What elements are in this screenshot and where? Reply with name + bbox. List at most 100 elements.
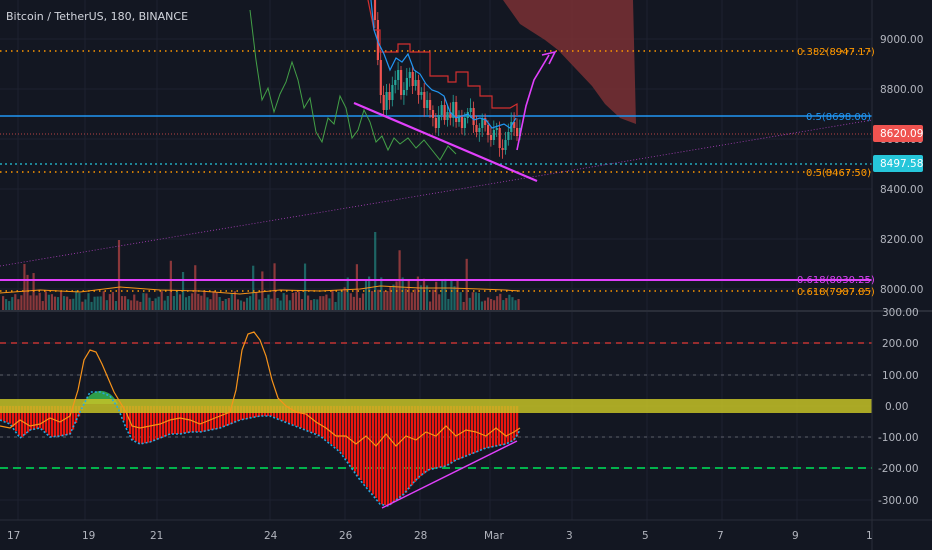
volume-bar [142,293,145,310]
candle [437,115,440,128]
volume-bar [380,277,383,310]
histogram-bar [444,406,447,467]
histogram-bar [33,406,36,430]
volume-bar [41,301,44,310]
candle [423,92,426,108]
volume-bar [386,290,389,310]
volume-bar [377,289,380,310]
histogram-bar [363,406,366,484]
volume-bar [38,292,41,310]
candle [484,118,487,125]
candle [443,105,446,120]
candle [429,100,432,110]
histogram-bar [327,406,330,442]
volume-bar [160,291,163,310]
histogram-bar [36,406,39,429]
time-tick: Mar [484,530,504,542]
volume-bar [11,297,14,310]
histogram-bar [291,406,294,425]
volume-bar [44,291,47,310]
histogram-bar [399,406,402,498]
candle [463,118,466,128]
candle [417,80,420,95]
volume-bar [178,294,182,310]
volume-bar [361,293,365,310]
histogram-bar [72,406,75,430]
histogram-bar [516,406,519,437]
candle [379,60,382,95]
ichimoku-base-line [367,0,518,116]
volume-bar [310,300,313,310]
volume-bar [130,300,133,310]
volume-bar [206,297,209,310]
candle [408,72,411,78]
volume-bar [496,296,499,310]
histogram-bar [465,406,468,457]
volume-bar [29,295,32,310]
candle [397,70,400,80]
volume-bar [325,294,328,310]
histogram-bar [144,406,147,444]
histogram-bar [471,406,474,454]
time-tick: 19 [82,530,95,542]
candle [507,132,510,140]
volume-bar [87,293,90,310]
volume-bar [224,298,227,310]
candle [455,102,458,122]
volume-bar [2,296,5,310]
volume-bar [368,276,371,310]
volume-bar [154,298,157,310]
lagging-span-line [249,9,457,161]
time-tick: 21 [150,530,163,542]
histogram-bar [42,406,45,430]
histogram-bar [123,406,126,421]
candle [460,115,464,128]
histogram-bar [3,406,6,422]
volume-bar [120,296,124,310]
volume-bar [157,296,160,310]
histogram-bar [192,406,195,432]
candle [510,122,513,132]
volume-bar [35,295,38,310]
ichimoku-cloud [503,0,636,124]
histogram-bar [510,406,513,442]
volume-bar [127,299,130,310]
volume-bar [111,292,114,310]
candle [449,112,452,118]
volume-bar [285,294,288,310]
volume-bar [422,278,426,310]
histogram-bar [225,406,228,426]
volume-bar [468,297,471,310]
ichimoku-conversion-line [370,0,517,129]
histogram-bar [405,406,408,493]
level-label-05-orange: 0.5(8467.50) [806,168,871,179]
histogram-bar [237,406,240,422]
histogram-bar [39,406,42,429]
volume-bar [364,280,368,310]
candle [440,105,443,115]
histogram-bar [183,406,186,434]
volume-bar [145,293,148,310]
volume-bar [53,296,57,310]
histogram-bar [159,406,162,439]
volume-bar [169,260,172,310]
volume-bar [502,300,505,310]
histogram-bar [210,406,213,430]
histogram-bar [153,406,156,441]
chart-title: Bitcoin / TetherUS, 180, BINANCE [6,10,188,23]
histogram-bar [54,406,57,437]
volume-bar [102,291,105,310]
histogram-bar [162,406,165,438]
volume-bar [72,298,75,310]
candle [481,118,484,128]
volume-bar [246,297,249,310]
osc-tick: 300.00 [882,307,919,319]
volume-bar [23,264,26,310]
histogram-bar [51,406,54,437]
histogram-bar [435,406,438,469]
projection-arrow [516,54,550,151]
volume-bar [139,301,142,310]
volume-bar [456,280,459,310]
price-tick: 8000.00 [880,284,923,296]
histogram-bar [63,406,66,436]
